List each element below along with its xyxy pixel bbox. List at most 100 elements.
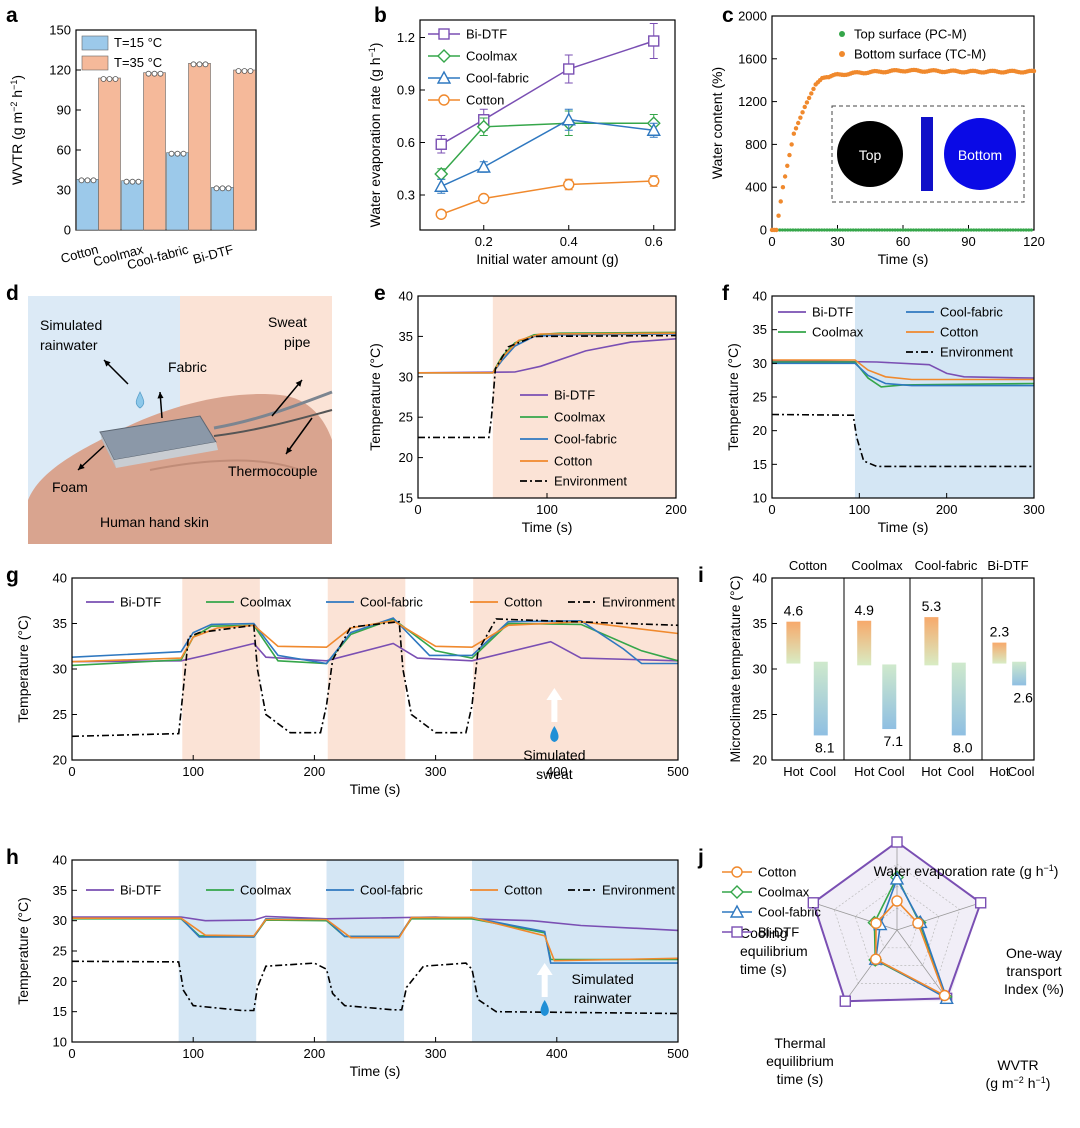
data-point [977,228,981,232]
radar-axis-label: Index (%) [1004,981,1064,997]
data-point [1019,228,1023,232]
bar-value-label: 8.1 [815,739,835,755]
data-point [930,228,934,232]
legend-label: Environment [602,595,675,610]
data-point [838,228,842,232]
data-point [948,228,952,232]
data-point [157,70,164,77]
arrow-icon [546,688,563,700]
legend-marker [437,49,451,63]
legend-label: Cool-fabric [360,595,423,610]
y-tick-label: 20 [753,753,767,768]
x-tick-label: 90 [961,234,975,249]
x-tick-label: 400 [546,1046,568,1061]
y-tick-label: 120 [49,63,71,78]
bar-value-label: 8.0 [953,739,973,755]
shaded-region [854,296,1034,498]
data-point [943,228,947,232]
y-tick-label: 15 [399,491,413,506]
data-point [168,150,175,157]
arrowhead [286,447,293,454]
data-point [875,228,879,232]
x-tick-label: Hot [989,764,1010,779]
bar [143,72,166,231]
data-point [145,70,152,77]
water-drop-icon [135,391,145,409]
panel-letter: d [6,282,19,305]
data-point [919,228,923,232]
y-tick-label: 800 [745,137,767,152]
data-point [241,68,248,74]
data-point [123,178,130,185]
bar-value-label: 7.1 [884,733,904,749]
series-line [72,916,678,964]
y-tick-label: 1.2 [397,30,415,45]
radar-axis-label: time (s) [740,961,787,977]
arrowhead [104,360,111,367]
data-point [961,228,965,232]
x-tick-label: Cool [947,764,974,779]
x-tick-label: 100 [536,502,558,517]
panel-letter: f [722,282,730,305]
data-point [774,227,779,233]
data-point [880,228,884,232]
panel-letter: g [6,564,19,587]
bar-value-label: 2.6 [1013,689,1033,705]
x-tick-label: 0.2 [475,234,493,249]
data-point [112,76,119,82]
data-point [927,228,931,232]
data-point [799,228,803,232]
radar-axis-label: One-way [1006,945,1062,961]
arrowhead [78,463,85,470]
panel-b: b 0.3 0.6 0.9 1.2 0.2 0.4 0.6 Water evaporation … [367,4,676,267]
data-point [1006,228,1010,232]
legend-label: Bottom surface (TC-M) [854,47,986,62]
y-axis-title: Temperature (°C) [367,343,383,451]
data-point [435,138,447,150]
x-tick-label: 0 [414,502,421,517]
illustration-label: rainwater [40,337,98,353]
data-point [225,185,232,192]
legend-label: Coolmax [812,325,864,340]
data-point [987,228,992,232]
x-tick-label: 200 [304,764,326,779]
y-tick-label: 150 [49,23,71,38]
data-point [561,112,576,126]
data-point [917,228,921,232]
legend-label: Cotton [554,454,592,469]
x-tick-label: 300 [1023,502,1045,517]
series-line [418,334,677,439]
data-point [789,142,794,147]
data-point [825,228,829,232]
x-tick-label: Hot [783,764,804,779]
data-point [219,185,226,192]
x-tick-label: 0 [768,502,775,517]
x-axis-title: Time (s) [522,519,573,535]
legend-label: Bi-DTF [120,595,161,610]
radar-series [812,840,982,1003]
y-tick-label: 20 [399,450,413,465]
y-tick-label: 15 [753,457,767,472]
data-point [820,228,824,232]
data-point [791,131,797,136]
illustration-label: Thermocouple [228,463,318,479]
y-tick-label: 30 [53,662,67,677]
inset-frame [831,105,1025,203]
y-tick-label: 35 [53,616,67,631]
cool-bar [813,661,828,736]
data-point [851,228,855,232]
data-point [896,228,900,232]
bar [76,179,99,231]
y-tick-label: 0.6 [397,135,415,150]
x-tick-label: 0 [768,234,775,249]
data-point [1029,228,1033,232]
legend-label: Cotton [940,325,978,340]
legend-marker [839,51,845,57]
data-point [1021,228,1026,232]
data-point [885,228,889,232]
y-axis-title: WVTR (g m−2 h−1) [9,75,25,185]
data-point [800,110,805,115]
legend-swatch [81,35,109,51]
cool-bar [882,664,897,730]
y-axis-title: Microclimate temperature (°C) [727,576,743,763]
